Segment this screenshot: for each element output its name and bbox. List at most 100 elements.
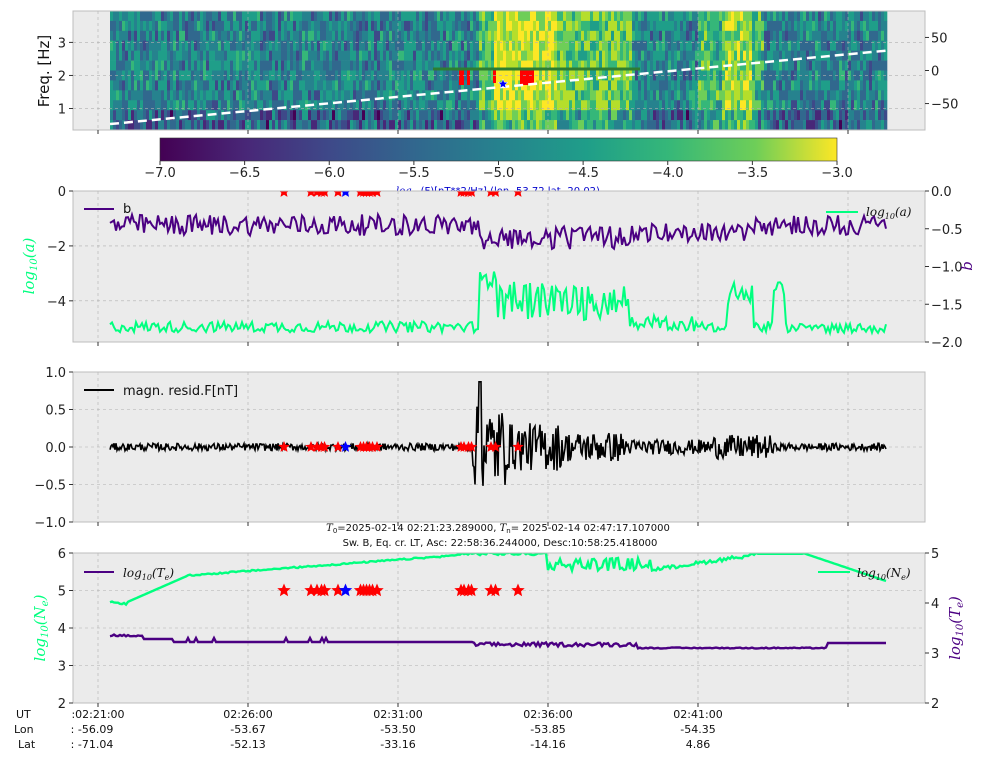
heatmap-cell: [734, 20, 738, 32]
heatmap-cell: [683, 90, 687, 101]
heatmap-cell: [173, 40, 177, 51]
heatmap-cell: [827, 70, 831, 81]
heatmap-cell: [161, 40, 165, 51]
heatmap-cell: [260, 11, 264, 22]
heatmap-cell: [218, 90, 222, 101]
heatmap-cell: [425, 80, 429, 91]
heatmap-cell: [872, 30, 876, 42]
heatmap-cell: [860, 100, 864, 111]
heatmap-cell: [206, 50, 210, 61]
heatmap-cell: [401, 50, 405, 61]
heatmap-cell: [599, 120, 603, 130]
heatmap-cell: [377, 100, 381, 111]
heatmap-cell: [152, 110, 156, 121]
heatmap-cell: [521, 110, 525, 121]
heatmap-cell: [833, 70, 837, 81]
heatmap-cell: [566, 11, 570, 22]
heatmap-cell: [485, 100, 489, 111]
heatmap-cell: [533, 50, 537, 61]
heatmap-cell: [710, 110, 714, 121]
heatmap-cell: [143, 110, 147, 121]
heatmap-cell: [494, 120, 498, 130]
heatmap-cell: [653, 80, 657, 91]
heatmap-cell: [464, 110, 468, 121]
heatmap-cell: [554, 11, 558, 22]
heatmap-cell: [569, 100, 573, 111]
heatmap-cell: [170, 110, 174, 121]
heatmap-cell: [422, 110, 426, 121]
right-tick-label: 50: [931, 31, 948, 46]
heatmap-cell: [338, 40, 342, 51]
heatmap-cell: [839, 80, 843, 91]
heatmap-cell: [353, 70, 357, 81]
heatmap-cell: [515, 11, 519, 22]
heatmap-cell: [167, 50, 171, 61]
heatmap-cell: [518, 20, 522, 32]
heatmap-cell: [800, 120, 804, 130]
heatmap-cell: [737, 90, 741, 101]
heatmap-cell: [383, 80, 387, 91]
heatmap-cell: [173, 120, 177, 130]
heatmap-cell: [392, 60, 396, 71]
heatmap-cell: [668, 40, 672, 51]
heatmap-cell: [257, 40, 261, 51]
heatmap-cell: [323, 70, 327, 81]
heatmap-cell: [755, 50, 759, 61]
y-tick-label: 0: [58, 185, 66, 200]
heatmap-cell: [761, 50, 765, 61]
red-star-marker: [332, 441, 344, 452]
heatmap-cell: [416, 50, 420, 61]
heatmap-cell: [200, 60, 204, 71]
heatmap-cell: [686, 30, 690, 42]
heatmap-cell: [578, 90, 582, 101]
heatmap-cell: [422, 40, 426, 51]
heatmap-cell: [719, 120, 723, 130]
heatmap-cell: [353, 120, 357, 130]
heatmap-cell: [776, 40, 780, 51]
heatmap-cell: [515, 30, 519, 42]
heatmap-cell: [794, 110, 798, 121]
heatmap-cell: [197, 20, 201, 32]
heatmap-cell: [545, 20, 549, 32]
heatmap-cell: [467, 90, 471, 101]
heatmap-cell: [344, 30, 348, 42]
heatmap-cell: [245, 30, 249, 42]
heatmap-cell: [671, 20, 675, 32]
magnetic-residual-line: [109, 381, 887, 486]
heatmap-cell: [428, 110, 432, 121]
heatmap-cell: [176, 60, 180, 71]
heatmap-cell: [518, 11, 522, 22]
heatmap-cell: [254, 60, 258, 71]
heatmap-cell: [800, 40, 804, 51]
heatmap-cell: [818, 120, 822, 130]
heatmap-cell: [617, 110, 621, 121]
heatmap-cell: [305, 11, 309, 22]
heatmap-cell: [362, 60, 366, 71]
heatmap-cell: [734, 90, 738, 101]
heatmap-cell: [248, 20, 252, 32]
heatmap-cell: [656, 90, 660, 101]
heatmap-cell: [689, 50, 693, 61]
heatmap-cell: [332, 110, 336, 121]
heatmap-cell: [767, 30, 771, 42]
heatmap-cell: [407, 100, 411, 111]
heatmap-cell: [317, 50, 321, 61]
heatmap-cell: [170, 60, 174, 71]
heatmap-cell: [263, 90, 267, 101]
heatmap-cell: [452, 120, 456, 130]
heatmap-cell: [815, 30, 819, 42]
heatmap-cell: [782, 11, 786, 22]
heatmap-cell: [752, 20, 756, 32]
heatmap-cell: [629, 120, 633, 130]
orbit-info-line: Sw. B, Eq. cr. LT, Asc: 22:58:36.244000,…: [343, 538, 658, 549]
heatmap-cell: [587, 60, 591, 71]
heatmap-cell: [164, 60, 168, 71]
spectrogram-ylabel: Freq. [Hz]: [35, 35, 53, 108]
heatmap-cell: [269, 70, 273, 81]
heatmap-cell: [641, 30, 645, 42]
heatmap-cell: [218, 40, 222, 51]
heatmap-cell: [698, 60, 702, 71]
heatmap-cell: [617, 120, 621, 130]
heatmap-cell: [812, 100, 816, 111]
heatmap-cell: [473, 60, 477, 71]
